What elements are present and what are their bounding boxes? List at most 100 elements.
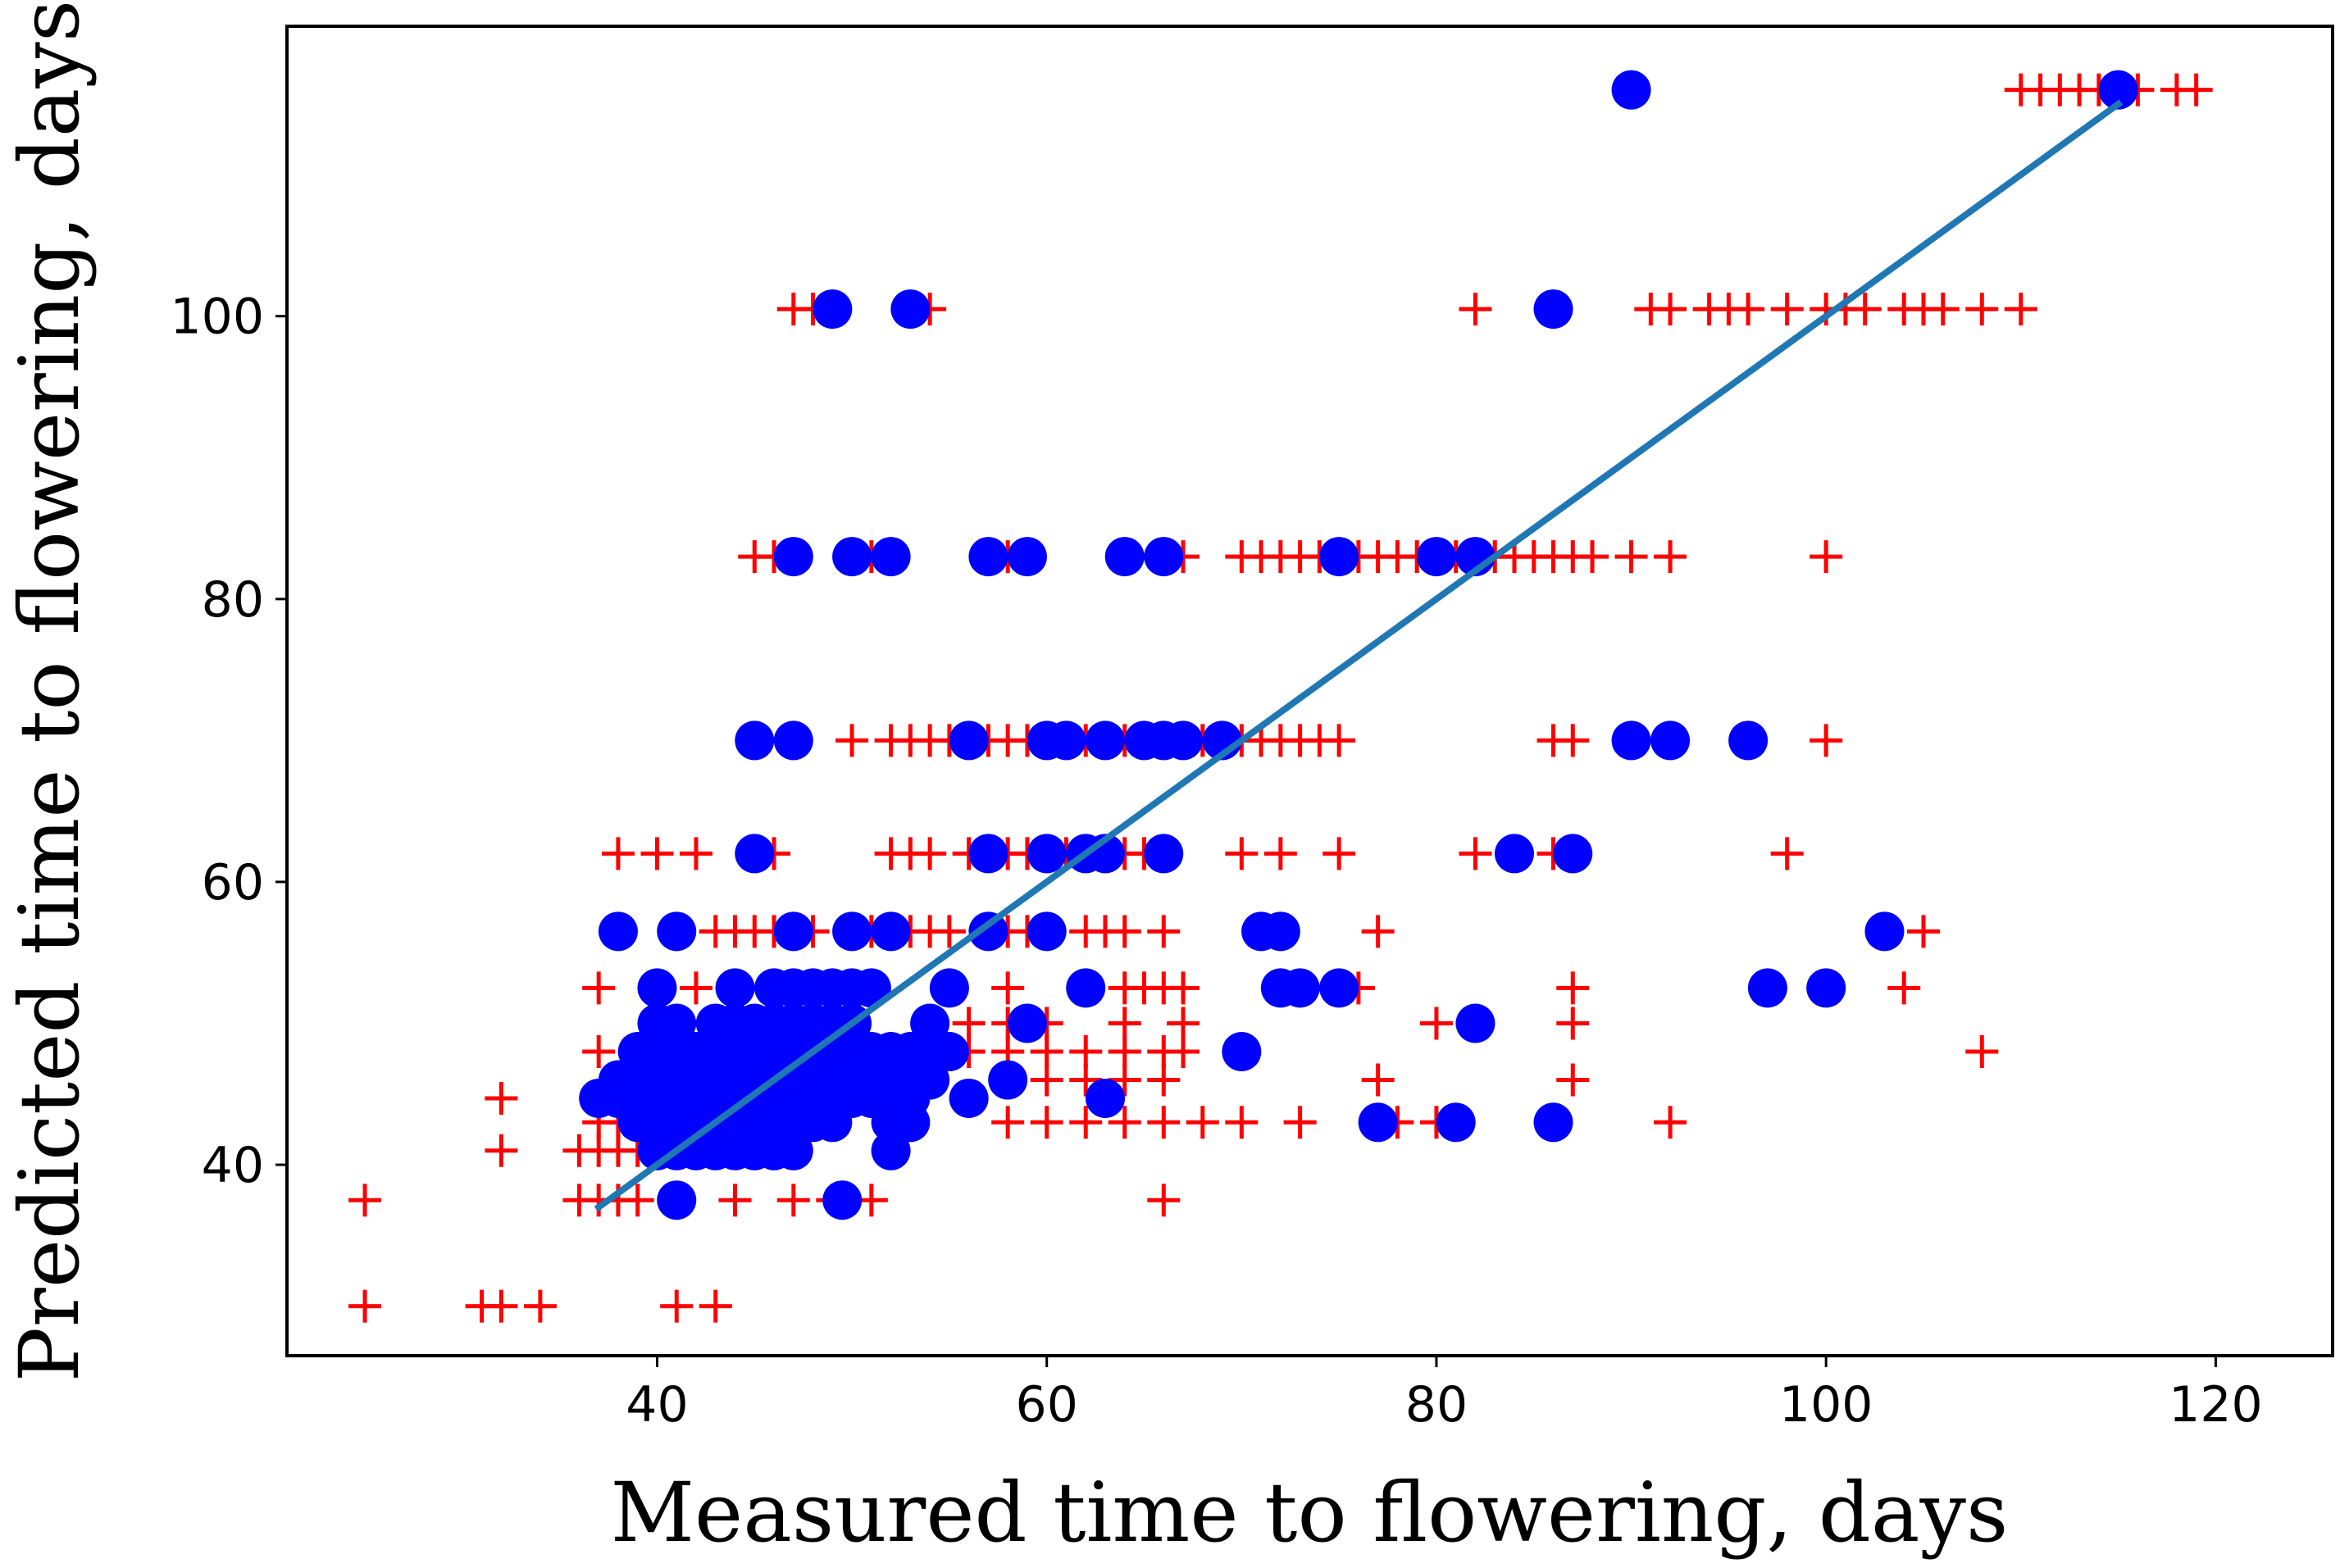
plus-point — [913, 837, 947, 870]
plus-point — [348, 1184, 382, 1217]
dot-point — [832, 911, 872, 952]
x-axis-title: Measured time to flowering, days — [611, 1465, 2009, 1561]
dot-point — [1280, 968, 1320, 1008]
plus-point — [1147, 1184, 1181, 1217]
dot-point — [1455, 1003, 1495, 1043]
dot-point — [949, 720, 989, 761]
plus-point — [991, 1106, 1025, 1139]
dot-point — [968, 834, 1008, 874]
plus-point — [1030, 1106, 1063, 1139]
dot-point — [1086, 720, 1125, 761]
plus-point — [1732, 293, 1765, 326]
dot-point — [1416, 537, 1456, 577]
dot-point — [871, 537, 911, 577]
dot-point — [598, 911, 638, 952]
plus-point — [932, 915, 966, 948]
plus-point — [1030, 1035, 1063, 1069]
plus-point — [1225, 1106, 1259, 1139]
dot-point — [1260, 911, 1300, 952]
plus-point — [1614, 540, 1648, 574]
dot-point — [637, 968, 677, 1008]
dot-point — [2098, 70, 2138, 110]
dot-point — [657, 1003, 697, 1043]
plus-point — [485, 1081, 518, 1115]
fit-line-series — [594, 99, 2124, 1212]
plus-point — [718, 1184, 752, 1217]
x-tick-label: 80 — [1405, 1376, 1468, 1434]
plus-point — [1887, 971, 1921, 1005]
dot-point — [1864, 911, 1905, 952]
plus-point — [776, 1184, 810, 1217]
plus-point — [1654, 540, 1687, 574]
plus-point — [1556, 1063, 1590, 1097]
dot-point — [1436, 1102, 1476, 1143]
plus-point — [640, 837, 674, 870]
dot-series — [579, 70, 2138, 1220]
x-tick-label: 60 — [1016, 1376, 1078, 1434]
plus-point — [1108, 915, 1141, 948]
y-axis-title: Predicted time to flowering, days — [2, 0, 98, 1382]
y-tick-label: 100 — [170, 289, 264, 346]
plot-frame — [285, 25, 2334, 1357]
dot-point — [988, 1060, 1028, 1100]
fit-line — [594, 99, 2124, 1212]
dot-point — [929, 1032, 969, 1072]
plus-point — [1167, 971, 1200, 1005]
dot-point — [1747, 968, 1787, 1008]
y-axis: 40 60 80 100 — [170, 289, 287, 1194]
plus-point — [582, 971, 616, 1005]
x-tick-label: 100 — [1779, 1376, 1873, 1434]
dot-point — [1086, 1078, 1125, 1118]
plus-point — [835, 724, 869, 757]
plus-point — [1810, 540, 1843, 574]
dot-point — [968, 537, 1008, 577]
plus-point — [1848, 293, 1882, 326]
plus-point — [2004, 293, 2037, 326]
plus-point — [1556, 724, 1590, 757]
plus-point — [1069, 1035, 1103, 1069]
plus-point — [582, 1035, 616, 1069]
dot-point — [1611, 70, 1651, 110]
dot-point — [871, 1130, 911, 1170]
plus-point — [1186, 1106, 1219, 1139]
dot-point — [910, 1003, 950, 1043]
dot-point — [1319, 968, 1359, 1008]
dot-point — [1046, 720, 1086, 761]
plus-point — [680, 837, 712, 870]
plus-point — [485, 1134, 518, 1167]
plus-point — [1361, 915, 1395, 948]
y-tick-label: 40 — [202, 1137, 264, 1194]
plus-point — [485, 1289, 518, 1323]
y-tick-label: 60 — [202, 854, 264, 911]
plus-point — [680, 971, 712, 1005]
dot-point — [851, 968, 891, 1008]
dot-point — [1728, 720, 1769, 761]
dot-point — [832, 537, 872, 577]
dot-point — [1650, 720, 1691, 761]
dot-point — [1066, 968, 1106, 1008]
dot-point — [1007, 537, 1047, 577]
dot-point — [1533, 1102, 1573, 1143]
dot-point — [1104, 537, 1145, 577]
plus-point — [1907, 915, 1940, 948]
dot-point — [1144, 834, 1184, 874]
plus-point — [1069, 1063, 1103, 1097]
dot-point — [773, 720, 813, 761]
plus-point — [1108, 1106, 1141, 1139]
plus-point — [1770, 837, 1804, 870]
dot-point — [813, 289, 853, 330]
plus-point — [991, 971, 1025, 1005]
dot-point — [1163, 720, 1204, 761]
dot-point — [773, 1130, 813, 1170]
dot-point — [735, 720, 775, 761]
plus-point — [1965, 1035, 1999, 1069]
x-tick-label: 40 — [626, 1376, 688, 1434]
plus-point — [523, 1289, 557, 1323]
dot-point — [822, 1180, 863, 1220]
dot-point — [1533, 289, 1573, 330]
plus-point — [1108, 1035, 1141, 1069]
plus-point — [1654, 1106, 1687, 1139]
plus-point — [348, 1289, 382, 1323]
plus-point — [1322, 837, 1356, 870]
dot-point — [968, 911, 1008, 952]
